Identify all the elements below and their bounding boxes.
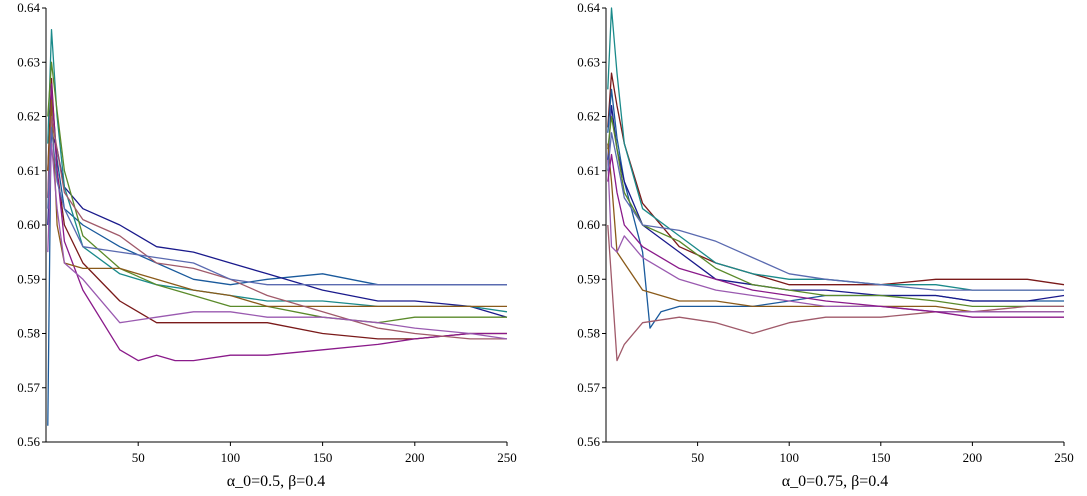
x-tick-label: 50: [132, 450, 145, 465]
y-tick-label: 0.62: [577, 109, 600, 124]
series-line-7: [607, 224, 1064, 362]
y-tick-label: 0.57: [17, 380, 40, 395]
chart-panel-right: 0.56 0.57 0.58 0.59 0.60 0.61 0.62 0.63 0.64 50 10…: [577, 0, 1074, 490]
series-line-9: [607, 132, 1064, 291]
chart-panel-left: 0.56 0.57 0.58 0.59 0.60 0.61 0.62 0.63 0.64 50 10…: [17, 0, 517, 490]
y-tick-label: 0.56: [577, 434, 600, 449]
series-line-4: [607, 105, 1065, 302]
series-line-10: [47, 142, 508, 340]
series-line-10: [607, 153, 1064, 318]
y-tick-label: 0.59: [17, 271, 40, 286]
y-tick-label: 0.60: [17, 217, 40, 232]
series-line-4: [47, 83, 507, 362]
series-line-6: [47, 61, 507, 324]
series-line-8: [607, 159, 1064, 313]
series-line-2: [607, 7, 1064, 291]
x-tick-label: 200: [405, 450, 425, 465]
x-tick-label: 100: [779, 450, 799, 465]
y-tick-label: 0.63: [577, 54, 600, 69]
series-line-5: [47, 29, 508, 313]
series-line-8: [47, 115, 507, 340]
y-tick-label: 0.58: [577, 326, 600, 341]
x-tick-label: 150: [871, 450, 891, 465]
x-tick-label: 100: [221, 450, 241, 465]
x-tick-label: 250: [497, 450, 517, 465]
y-tick-label: 0.64: [577, 0, 600, 15]
y-tick-label: 0.59: [577, 271, 600, 286]
y-tick-label: 0.61: [17, 163, 40, 178]
x-tick-label: 200: [963, 450, 983, 465]
series-line-1: [47, 88, 507, 426]
y-tick-label: 0.58: [17, 326, 40, 341]
series-line-2: [47, 132, 508, 318]
y-tick-label: 0.64: [17, 0, 40, 15]
series-line-9: [47, 126, 507, 286]
y-tick-label: 0.56: [17, 434, 40, 449]
x-axis-caption: α_0=0.75, β=0.4: [782, 473, 889, 490]
x-tick-label: 250: [1054, 450, 1074, 465]
y-tick-label: 0.60: [577, 217, 600, 232]
series-line-1: [607, 72, 1065, 286]
series-line-5: [607, 115, 1064, 308]
x-tick-label: 50: [691, 450, 704, 465]
y-tick-label: 0.62: [17, 109, 40, 124]
series-line-3: [47, 77, 507, 340]
y-tick-label: 0.61: [577, 163, 600, 178]
series-line-3: [607, 88, 1064, 329]
series-line-7: [47, 99, 507, 308]
series-line-6: [607, 143, 1064, 313]
y-tick-label: 0.57: [577, 380, 600, 395]
x-tick-label: 150: [313, 450, 333, 465]
x-axis-caption: α_0=0.5, β=0.4: [227, 473, 326, 490]
y-tick-label: 0.63: [17, 54, 40, 69]
